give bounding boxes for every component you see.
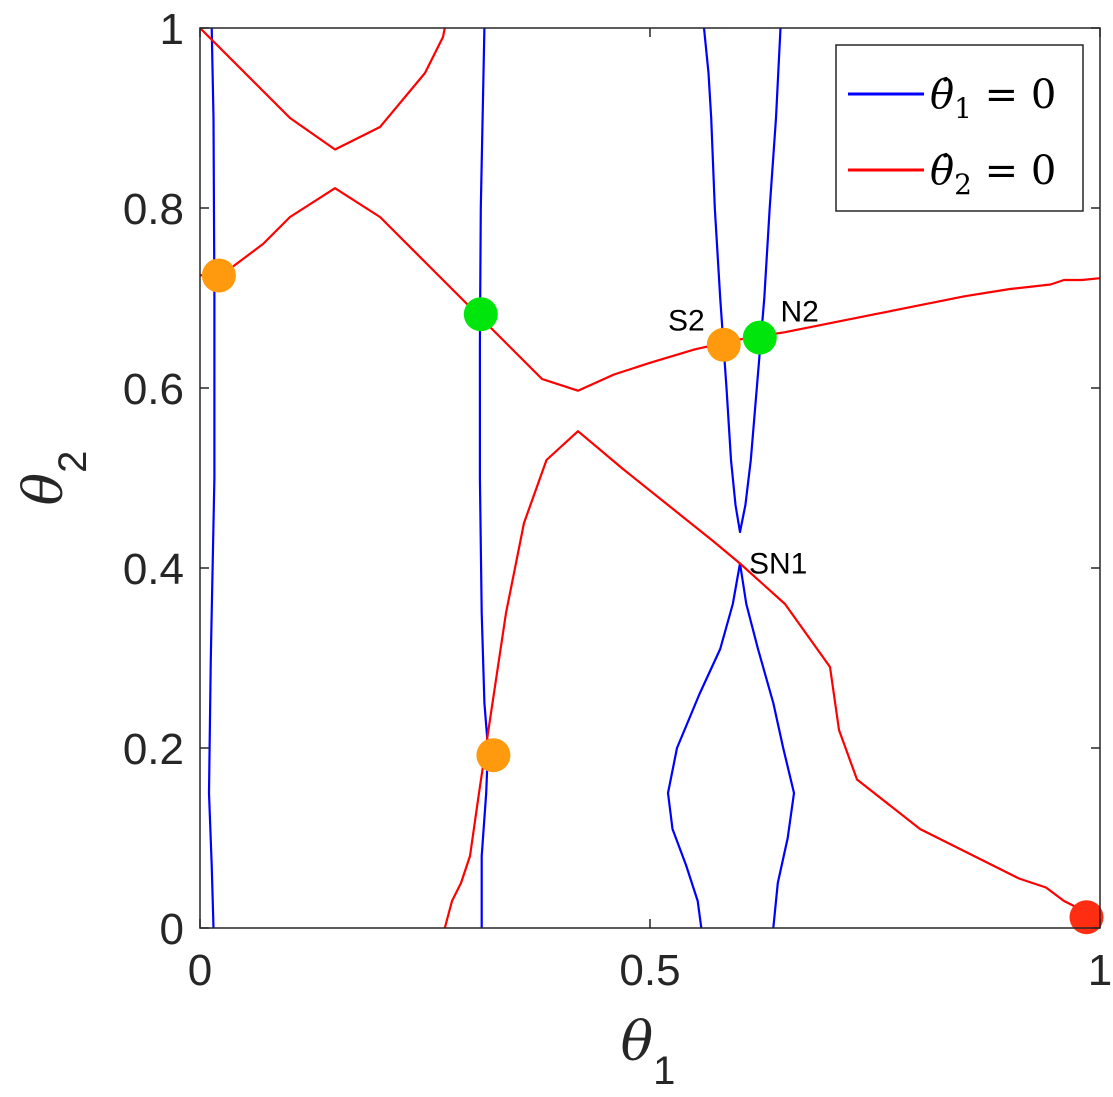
- equilibrium-point-4: [706, 327, 741, 362]
- series-1-curve-3: [666, 562, 796, 929]
- equilibrium-point-1: [201, 258, 236, 293]
- y-tick-label: 0.4: [123, 545, 184, 594]
- marker-layer: [201, 258, 1104, 935]
- legend-entry-theta2: θ̇2 = 0: [930, 148, 1056, 201]
- legend: θ̇1 = 0 θ̇2 = 0: [835, 44, 1084, 212]
- y-axis-label: θ2: [12, 451, 95, 506]
- annotation-sn1: SN1: [749, 548, 807, 581]
- equilibrium-point-3: [476, 738, 511, 773]
- legend-entry-theta1: θ̇1 = 0: [930, 72, 1056, 125]
- series-layer: [199, 27, 1101, 929]
- series-2-curve-3: [443, 430, 1101, 929]
- annotation-layer: S2 N2 SN1: [668, 296, 819, 581]
- x-axis-label: θ1: [621, 1010, 676, 1093]
- equilibrium-point-2: [463, 297, 498, 332]
- y-tick-label: 1: [160, 5, 184, 54]
- series-1-curve-4: [702, 27, 782, 534]
- series-2-curve-1: [199, 27, 446, 151]
- y-tick-label: 0.6: [123, 365, 184, 414]
- series-2-curve-2: [199, 187, 1101, 392]
- series-1-curve-2: [478, 27, 490, 928]
- x-tick-label: 1: [1088, 946, 1112, 995]
- annotation-n2: N2: [781, 296, 819, 329]
- series-1-curve-1: [207, 27, 216, 929]
- y-tick-label: 0.8: [123, 185, 184, 234]
- annotation-s2: S2: [668, 305, 705, 338]
- x-tick-label: 0.5: [619, 946, 680, 995]
- equilibrium-point-5: [742, 320, 777, 355]
- x-tick-label: 0: [188, 946, 212, 995]
- y-tick-label: 0: [160, 905, 184, 954]
- equilibrium-point-6: [1069, 900, 1104, 935]
- y-tick-label: 0.2: [123, 725, 184, 774]
- tick-layer: 0 0.5 1 0 0.2 0.4 0.6 0.8 1: [123, 5, 1112, 995]
- legend-box: [835, 44, 1084, 212]
